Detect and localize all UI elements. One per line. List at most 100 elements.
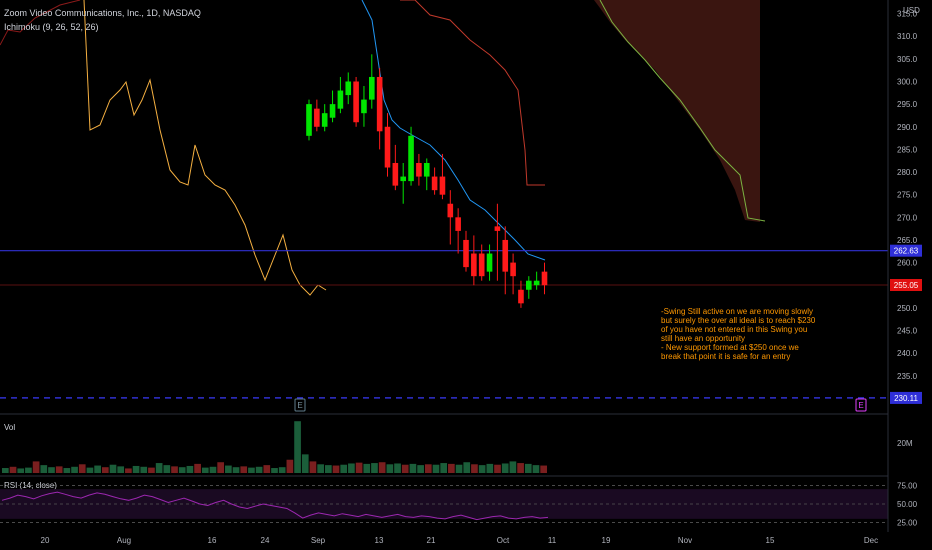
candle — [400, 162, 406, 204]
volume-bar — [125, 468, 132, 473]
chart-title: Zoom Video Communications, Inc., 1D, NAS… — [4, 8, 201, 18]
candle-body — [471, 253, 477, 277]
volume-bar — [509, 461, 517, 473]
volume-bar — [448, 463, 455, 473]
candle-body — [376, 76, 383, 132]
candle-body — [408, 135, 414, 182]
volume-bar — [286, 459, 294, 473]
annotation-note: -Swing Still active on we are moving slo… — [661, 307, 821, 361]
volume-bar — [101, 467, 109, 473]
rsi-tick: 75.00 — [897, 481, 918, 490]
price-tick: 275.0 — [897, 191, 918, 200]
currency-label: USD — [903, 6, 920, 15]
volume-bar — [501, 463, 509, 473]
volume-bar — [309, 461, 317, 473]
volume-bar — [63, 468, 71, 473]
candle-body — [541, 271, 548, 286]
volume-bar — [263, 465, 271, 473]
candle — [494, 203, 501, 281]
volume-bar — [478, 465, 486, 473]
candle — [486, 244, 493, 281]
volume-bar — [186, 465, 194, 473]
earnings-marker-label: E — [297, 401, 302, 410]
volume-bar — [409, 463, 417, 473]
volume-bar — [348, 463, 355, 473]
price-tick: 260.0 — [897, 259, 918, 268]
candle-body — [400, 176, 406, 182]
volume-bar — [163, 465, 171, 473]
time-tick: 13 — [375, 536, 384, 545]
candle — [478, 244, 485, 281]
candle — [423, 158, 430, 191]
volume-bar — [394, 463, 401, 473]
candle — [518, 280, 524, 308]
base-line — [0, 0, 81, 46]
candle — [337, 76, 344, 114]
volume-bar — [355, 462, 363, 473]
candle — [447, 190, 454, 245]
candle-body — [494, 226, 501, 231]
volume-bar — [517, 463, 524, 473]
candle-body — [314, 108, 320, 127]
volume-bar — [455, 464, 463, 473]
earnings-marker — [294, 398, 306, 412]
volume-bar — [94, 465, 101, 473]
candle — [533, 271, 540, 290]
price-tick: 310.0 — [897, 32, 918, 41]
candle — [541, 262, 548, 295]
candle-body — [478, 253, 485, 277]
volume-bar — [148, 467, 155, 473]
time-tick: 20 — [41, 536, 50, 545]
volume-bar — [378, 462, 386, 473]
candle-body — [329, 104, 336, 118]
volume-bar — [2, 468, 9, 473]
volume-bar — [317, 464, 324, 473]
volume-bar — [463, 462, 471, 473]
volume-bar — [86, 467, 94, 473]
note-line: - New support formed at $250 once we bre… — [661, 343, 799, 361]
candle — [431, 167, 438, 195]
price-label: 262.63 — [894, 247, 919, 256]
volume-bar — [32, 461, 40, 473]
candle — [369, 54, 375, 109]
candle-body — [502, 239, 509, 272]
candle — [502, 226, 509, 295]
candle — [384, 113, 391, 177]
price-tick: 280.0 — [897, 168, 918, 177]
candle-body — [486, 253, 493, 272]
candle — [471, 235, 477, 286]
time-tick: Oct — [497, 536, 510, 545]
price-label: 255.05 — [894, 281, 919, 290]
earnings-marker — [855, 398, 867, 412]
note-line: -Swing Still active on we are moving slo… — [661, 307, 816, 343]
volume-bar — [48, 467, 55, 473]
price-label-box — [890, 279, 922, 292]
candle — [306, 99, 312, 141]
candle — [361, 86, 367, 127]
price-tick: 305.0 — [897, 55, 918, 64]
candle — [376, 67, 383, 150]
candle-body — [306, 104, 312, 136]
volume-bar — [109, 464, 117, 473]
volume-bar — [17, 468, 25, 473]
leading-span-a — [599, 0, 766, 222]
ichimoku-cloud — [594, 0, 760, 222]
time-tick: 16 — [208, 536, 217, 545]
volume-bar — [117, 466, 125, 473]
lagging-span — [83, 0, 327, 296]
candle-body — [526, 280, 532, 290]
volume-bar — [40, 465, 48, 473]
time-tick: 15 — [766, 536, 775, 545]
volume-bar — [332, 465, 340, 473]
volume-bar — [240, 466, 248, 473]
candle — [408, 126, 414, 186]
volume-bar — [201, 467, 209, 473]
rsi-tick: 50.00 — [897, 500, 918, 509]
volume-bar — [540, 465, 547, 473]
volume-bar — [471, 464, 478, 473]
volume-bar — [532, 465, 540, 473]
volume-label: Vol — [4, 423, 15, 432]
candle-body — [447, 203, 454, 218]
